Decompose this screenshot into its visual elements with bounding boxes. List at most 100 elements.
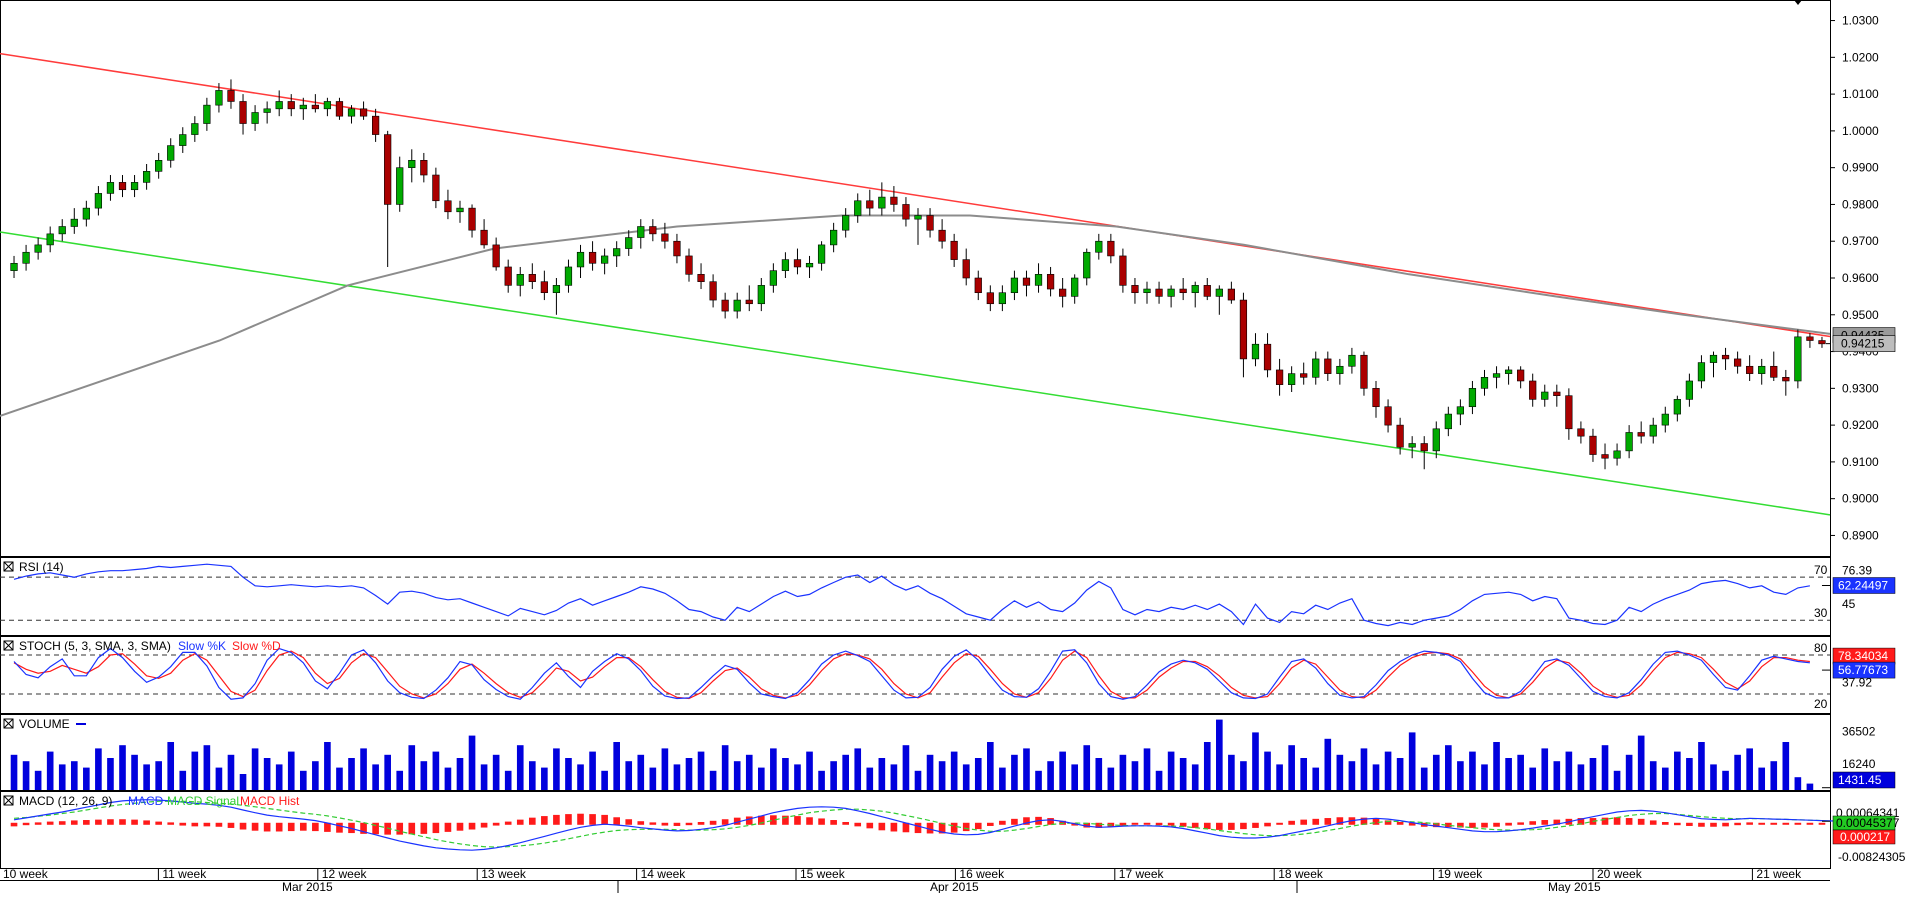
volume-bar bbox=[842, 754, 849, 790]
candle-body bbox=[82, 207, 90, 220]
macd-hist-bar bbox=[516, 819, 524, 825]
volume-bar bbox=[504, 770, 512, 790]
candle bbox=[10, 255, 18, 278]
macd-hist-bar bbox=[1577, 818, 1585, 825]
macd-hist-bar bbox=[565, 814, 572, 825]
macd-hist-bar bbox=[22, 822, 30, 826]
volume-bar bbox=[1216, 719, 1223, 790]
volume-bar bbox=[806, 751, 813, 790]
candle bbox=[1794, 329, 1802, 389]
candle-body bbox=[372, 115, 380, 135]
volume-bar bbox=[1541, 748, 1549, 790]
candle-body bbox=[1541, 391, 1549, 400]
macd-hist-bar bbox=[1143, 822, 1151, 825]
volume-bar bbox=[1625, 754, 1633, 790]
volume-bar bbox=[782, 758, 789, 790]
candle bbox=[1360, 351, 1368, 396]
candle bbox=[974, 270, 982, 301]
candle bbox=[649, 219, 657, 242]
macd-hist-bar bbox=[1758, 822, 1766, 825]
candle bbox=[1239, 292, 1248, 378]
candle-body bbox=[1131, 285, 1139, 294]
candle-body bbox=[215, 90, 223, 106]
candle bbox=[1770, 351, 1778, 381]
candle-body bbox=[1300, 373, 1308, 378]
volume-bar bbox=[625, 761, 633, 790]
macd-hist-bar bbox=[1493, 822, 1500, 827]
macd-hist-bar bbox=[1517, 822, 1524, 825]
moving-average bbox=[0, 214, 1831, 417]
scroll-marker-icon[interactable] bbox=[1794, 0, 1802, 5]
panel-toggle-icon[interactable] bbox=[3, 561, 14, 572]
volume-bar bbox=[1637, 735, 1645, 790]
volume-bar bbox=[1119, 754, 1127, 790]
candle bbox=[830, 222, 838, 253]
panel-toggle-icon[interactable] bbox=[3, 718, 14, 729]
candle bbox=[1529, 373, 1537, 407]
candle-body bbox=[1312, 358, 1320, 378]
panel-toggle-icon[interactable] bbox=[3, 795, 14, 806]
candle-body bbox=[444, 200, 452, 213]
macd-legend-signal: MACD Signal bbox=[167, 794, 239, 808]
macd-hist-bar bbox=[999, 820, 1006, 825]
volume-bar bbox=[1203, 742, 1211, 790]
candle bbox=[601, 248, 609, 275]
volume-bar bbox=[1420, 767, 1428, 790]
candle bbox=[323, 97, 332, 117]
candle bbox=[1806, 333, 1814, 348]
candle-body bbox=[733, 299, 741, 312]
candle bbox=[1167, 285, 1175, 308]
candle bbox=[1637, 421, 1645, 444]
candle-body bbox=[1685, 380, 1694, 400]
candle-body bbox=[1480, 377, 1489, 389]
macd-hist-bar bbox=[721, 819, 729, 825]
candle-body bbox=[191, 123, 199, 135]
panel-toggle-icon[interactable] bbox=[3, 640, 14, 651]
candle bbox=[805, 255, 814, 278]
candle bbox=[1119, 248, 1127, 293]
macd-hist-bar bbox=[70, 820, 78, 825]
candle bbox=[1673, 395, 1681, 422]
week-label: 17 week bbox=[1119, 867, 1165, 881]
macd-hist-bar bbox=[1011, 818, 1018, 825]
candle bbox=[359, 101, 368, 120]
candle-body bbox=[1637, 432, 1645, 437]
macd-hist-bar bbox=[1637, 818, 1645, 825]
stoch-last-value-2-box bbox=[1832, 661, 1896, 679]
macd-hist-bar bbox=[1240, 822, 1247, 830]
macd-hist-bar bbox=[987, 822, 994, 826]
macd-hist-bar bbox=[1674, 822, 1681, 826]
candle-body bbox=[106, 182, 115, 194]
candle bbox=[22, 244, 30, 271]
candle-body bbox=[516, 274, 524, 286]
macd-hist-bar bbox=[155, 821, 162, 825]
volume-bar bbox=[1372, 764, 1380, 790]
macd-hist-bar bbox=[1553, 819, 1561, 825]
candle bbox=[745, 285, 753, 312]
volume-legend: VOLUME bbox=[19, 717, 70, 731]
volume-bar bbox=[468, 735, 476, 790]
volume-bar bbox=[757, 767, 765, 790]
candle-body bbox=[480, 229, 488, 246]
volume-tick-label: 16240 bbox=[1842, 757, 1876, 771]
candle bbox=[685, 248, 693, 282]
macd-last-value-2: 0.00045377 bbox=[1836, 816, 1900, 830]
price-tick-label: 1.0300 bbox=[1842, 14, 1879, 28]
candle bbox=[191, 116, 199, 142]
candle bbox=[1601, 443, 1609, 470]
volume-bar bbox=[432, 751, 440, 790]
candle-body bbox=[1215, 288, 1223, 297]
candle-body bbox=[94, 193, 103, 209]
candle-body bbox=[1589, 435, 1597, 455]
candle-body bbox=[10, 262, 18, 271]
volume-bar bbox=[1770, 761, 1778, 790]
candle bbox=[1095, 233, 1103, 260]
volume-bar bbox=[1565, 751, 1573, 790]
candle-body bbox=[1227, 288, 1235, 301]
candle-body bbox=[1336, 365, 1344, 374]
candle-body bbox=[1396, 424, 1404, 448]
candle bbox=[1685, 373, 1694, 407]
volume-bar bbox=[1324, 738, 1332, 790]
candle-body bbox=[1288, 373, 1296, 385]
candle-body bbox=[1806, 336, 1814, 341]
